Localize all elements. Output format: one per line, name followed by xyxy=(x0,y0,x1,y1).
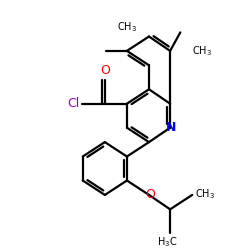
Text: O: O xyxy=(145,188,155,202)
Text: CH$_3$: CH$_3$ xyxy=(192,44,212,58)
Text: H$_3$C: H$_3$C xyxy=(157,235,178,249)
Text: N: N xyxy=(166,121,176,134)
Text: O: O xyxy=(100,64,110,77)
Text: CH$_3$: CH$_3$ xyxy=(117,20,137,34)
Text: Cl: Cl xyxy=(68,97,80,110)
Text: CH$_3$: CH$_3$ xyxy=(195,187,215,201)
